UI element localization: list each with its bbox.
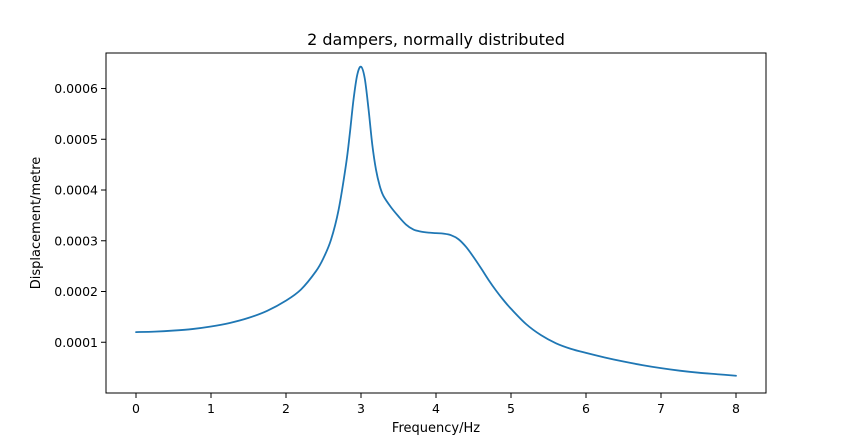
- axes-frame: [105, 52, 767, 394]
- x-tick-label: 6: [582, 401, 590, 416]
- x-tick-label: 2: [282, 401, 290, 416]
- y-tick-label: 0.0002: [54, 284, 98, 299]
- y-tick-label: 0.0006: [54, 81, 98, 96]
- series-line: [135, 65, 737, 377]
- chart-title: 2 dampers, normally distributed: [307, 30, 565, 49]
- y-axis-label: Displacement/metre: [29, 157, 44, 290]
- y-axis-ticks: 0.0001 0.0002 0.0003 0.0004 0.0005 0.0006: [54, 81, 106, 350]
- y-tick-label: 0.0003: [54, 233, 98, 248]
- x-tick-label: 7: [657, 401, 665, 416]
- x-axis-label: Frequency/Hz: [392, 421, 480, 436]
- x-tick-label: 8: [732, 401, 740, 416]
- y-tick-label: 0.0005: [54, 132, 98, 147]
- x-tick-label: 5: [507, 401, 515, 416]
- x-tick-label: 3: [357, 401, 365, 416]
- x-tick-label: 4: [432, 401, 440, 416]
- x-axis-ticks: 0 1 2 3 4 5 6 7 8: [132, 393, 740, 416]
- y-tick-label: 0.0001: [54, 335, 98, 350]
- plot-area: [135, 65, 737, 377]
- x-tick-label: 0: [132, 401, 140, 416]
- y-tick-label: 0.0004: [54, 183, 98, 198]
- x-tick-label: 1: [207, 401, 215, 416]
